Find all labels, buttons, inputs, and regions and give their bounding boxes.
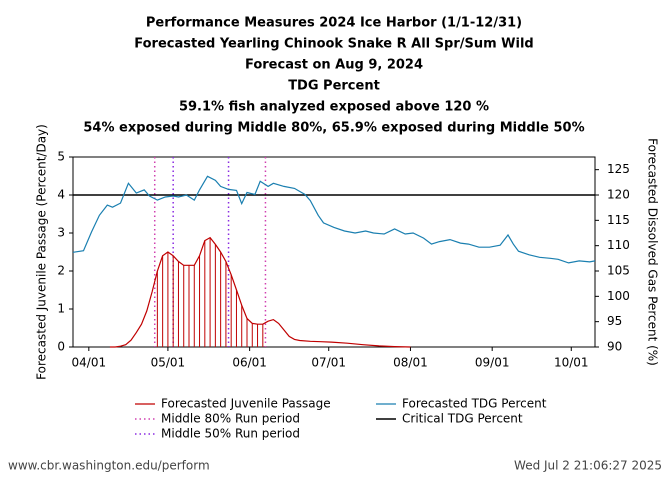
x-tick-label: 05/01 bbox=[151, 356, 186, 370]
y2-tick-label: 90 bbox=[607, 340, 622, 354]
timestamp: Wed Jul 2 21:06:27 2025 bbox=[514, 459, 662, 473]
x-tick-label: 07/01 bbox=[311, 356, 346, 370]
y-tick-label: 5 bbox=[57, 150, 65, 164]
y2-tick-label: 115 bbox=[607, 213, 630, 227]
series-line bbox=[109, 236, 411, 348]
chart-title: Forecasted Yearling Chinook Snake R All … bbox=[134, 37, 534, 52]
y2-tick-label: 125 bbox=[607, 162, 630, 176]
y2-tick-label: 100 bbox=[607, 289, 630, 303]
x-tick-label: 06/01 bbox=[232, 356, 267, 370]
chart-title: Forecast on Aug 9, 2024 bbox=[245, 58, 423, 73]
legend-label: Critical TDG Percent bbox=[402, 412, 523, 426]
legend-label: Forecasted TDG Percent bbox=[402, 397, 547, 411]
y2-tick-label: 95 bbox=[607, 314, 622, 328]
chart-title: 59.1% fish analyzed exposed above 120 % bbox=[179, 100, 489, 115]
y2-tick-label: 110 bbox=[607, 238, 630, 252]
chart-title: TDG Percent bbox=[288, 79, 380, 94]
y2-tick-label: 105 bbox=[607, 264, 630, 278]
chart-title: Performance Measures 2024 Ice Harbor (1/… bbox=[146, 16, 522, 31]
x-tick-label: 08/01 bbox=[393, 356, 428, 370]
y-tick-label: 0 bbox=[57, 340, 65, 354]
y-tick-label: 4 bbox=[57, 188, 65, 202]
x-tick-label: 10/01 bbox=[554, 356, 589, 370]
y-axis-label: Forecasted Juvenile Passage (Percent/Day… bbox=[35, 124, 49, 380]
chart-title: 54% exposed during Middle 80%, 65.9% exp… bbox=[83, 121, 584, 136]
y-tick-label: 1 bbox=[57, 302, 65, 316]
y-tick-label: 2 bbox=[57, 264, 65, 278]
source: www.cbr.washington.edu/perform bbox=[8, 459, 210, 473]
x-tick-label: 04/01 bbox=[72, 356, 107, 370]
y2-axis-label: Forecasted Dissolved Gas Percent (%) bbox=[646, 138, 660, 366]
x-tick-label: 09/01 bbox=[475, 356, 510, 370]
y2-tick-label: 120 bbox=[607, 188, 630, 202]
legend-label: Middle 80% Run period bbox=[161, 412, 300, 426]
legend-label: Forecasted Juvenile Passage bbox=[161, 397, 331, 411]
y-tick-label: 3 bbox=[57, 226, 65, 240]
plot-frame bbox=[72, 156, 596, 348]
series-line bbox=[72, 175, 596, 264]
legend-label: Middle 50% Run period bbox=[161, 427, 300, 441]
